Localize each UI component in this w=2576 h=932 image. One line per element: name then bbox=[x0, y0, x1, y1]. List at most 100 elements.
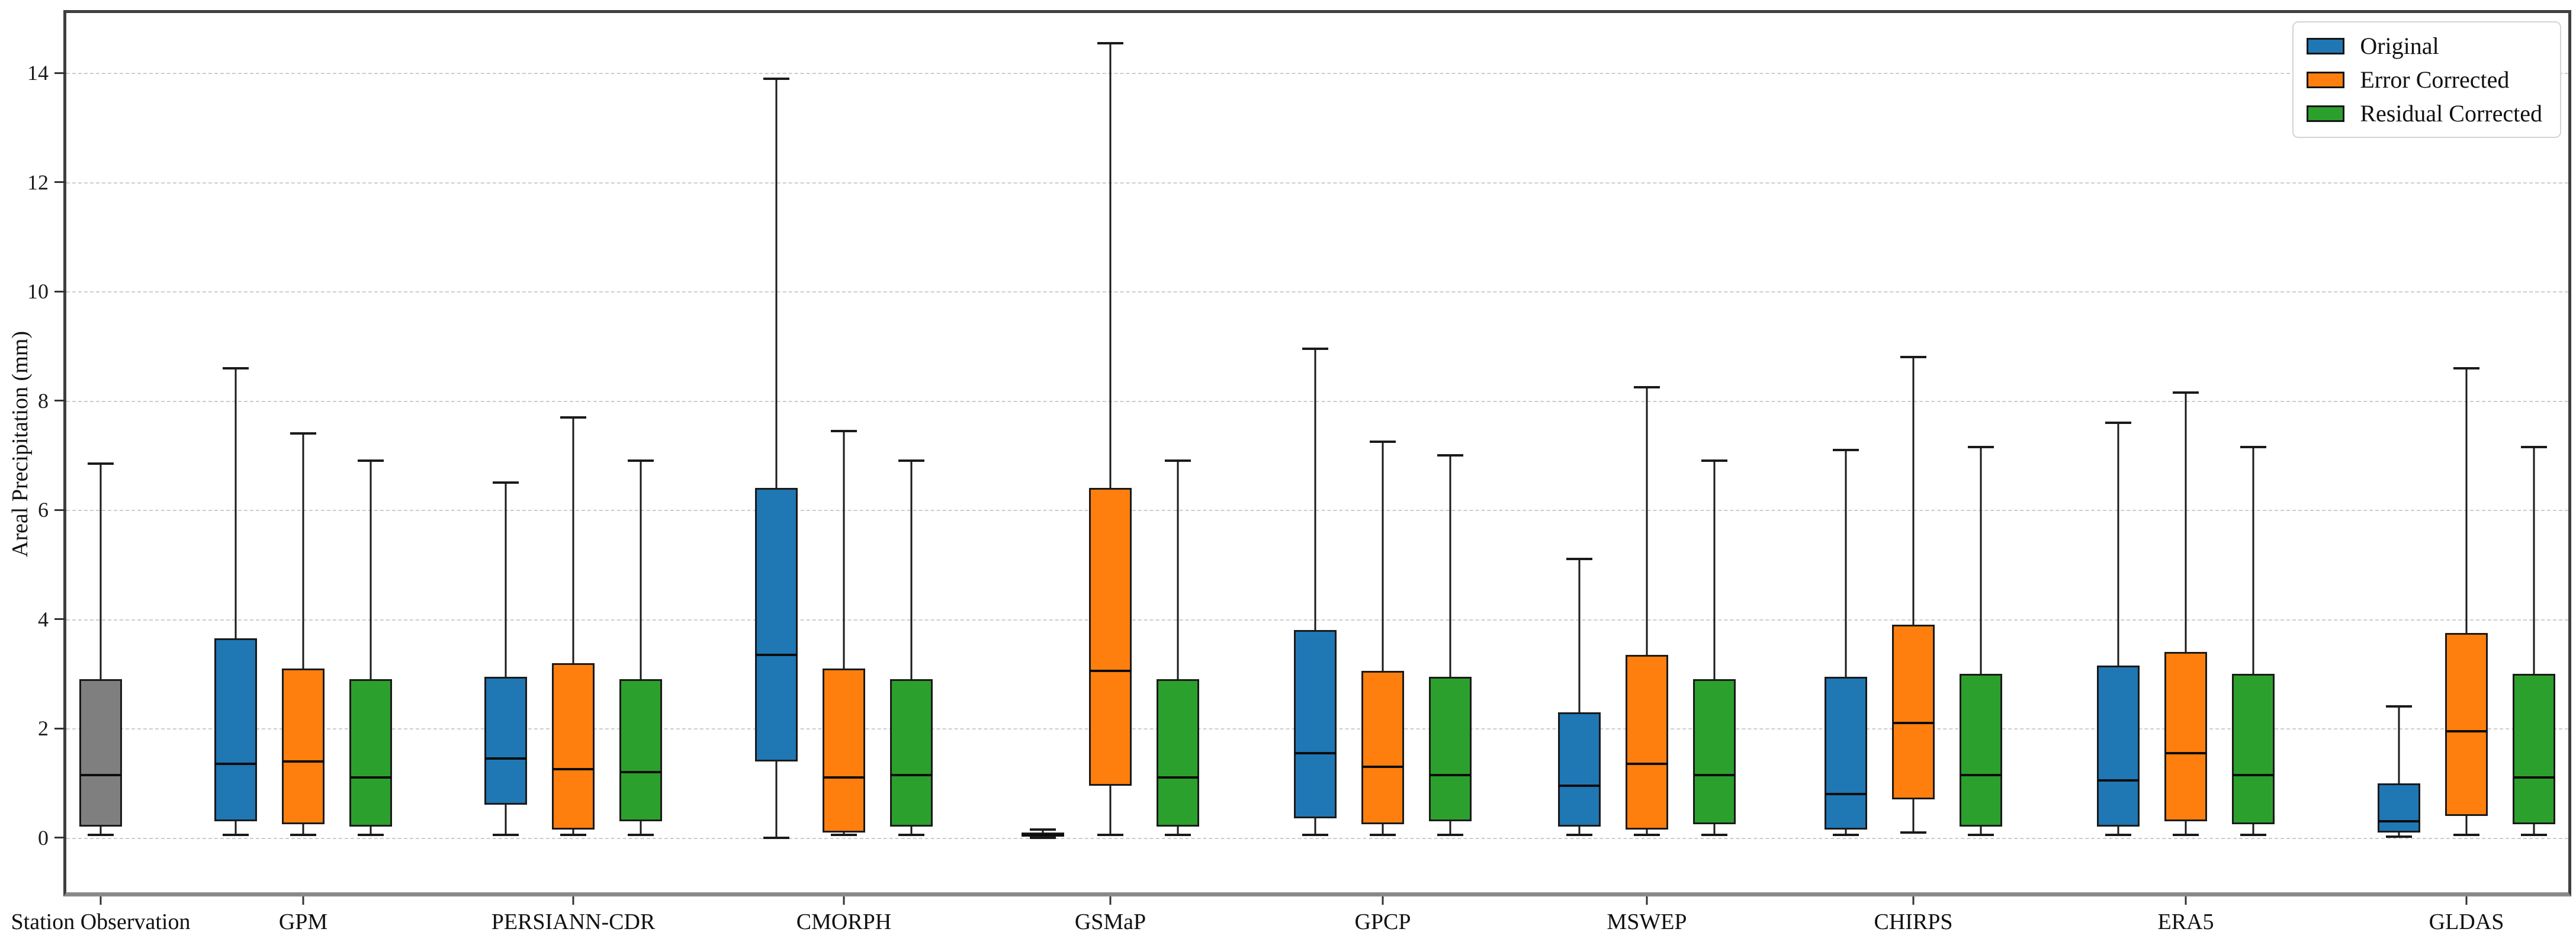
whisker-upper bbox=[99, 463, 102, 680]
box-body bbox=[2164, 652, 2207, 822]
box-body bbox=[2513, 674, 2555, 824]
whisker-cap-bottom bbox=[223, 834, 249, 837]
median-line bbox=[2446, 729, 2487, 732]
whisker-upper bbox=[1109, 43, 1112, 489]
median-line bbox=[2165, 751, 2206, 754]
gridline-y-4 bbox=[66, 619, 2568, 621]
x-label-station-observation: Station Observation bbox=[11, 909, 191, 932]
median-line bbox=[1295, 751, 1336, 754]
y-tick-mark bbox=[54, 509, 66, 511]
box-body bbox=[890, 679, 933, 827]
whisker-upper bbox=[1449, 455, 1451, 677]
median-line bbox=[1694, 773, 1735, 776]
whisker-lower bbox=[1646, 829, 1648, 835]
y-axis-label: Areal Precipitation (mm) bbox=[8, 331, 33, 557]
whisker-lower bbox=[2398, 832, 2400, 837]
whisker-lower bbox=[1713, 824, 1716, 835]
whisker-cap-bottom bbox=[2386, 835, 2412, 838]
box-chirps-original bbox=[1825, 13, 1867, 892]
x-tick-gpm bbox=[302, 896, 304, 905]
box-chirps-error-corrected bbox=[1892, 13, 1935, 892]
box-body bbox=[349, 679, 392, 827]
y-tick-mark bbox=[54, 72, 66, 74]
box-gpm-original bbox=[214, 13, 257, 892]
x-label-gpcp: GPCP bbox=[1354, 909, 1411, 932]
box-body bbox=[214, 638, 257, 822]
whisker-upper bbox=[235, 368, 237, 639]
whisker-cap-bottom bbox=[88, 834, 114, 837]
whisker-upper bbox=[1177, 461, 1179, 680]
x-tick-cmorph bbox=[843, 896, 845, 905]
whisker-upper bbox=[1713, 461, 1716, 680]
whisker-cap-bottom bbox=[763, 836, 789, 839]
whisker-cap-top bbox=[358, 459, 384, 462]
whisker-upper bbox=[572, 417, 574, 663]
whisker-upper bbox=[2465, 368, 2468, 633]
whisker-cap-top bbox=[1437, 454, 1463, 457]
box-era5-error-corrected bbox=[2164, 13, 2207, 892]
median-line bbox=[2513, 776, 2555, 779]
legend-entry-residual-corrected: Residual Corrected bbox=[2307, 99, 2542, 127]
box-body bbox=[1825, 676, 1867, 830]
box-persiann-cdr-error-corrected bbox=[552, 13, 595, 892]
whisker-lower bbox=[2465, 815, 2468, 835]
whisker-cap-top bbox=[1370, 441, 1396, 443]
x-tick-station-observation bbox=[99, 896, 102, 905]
box-body bbox=[2232, 674, 2275, 824]
whisker-cap-top bbox=[1701, 459, 1727, 462]
whisker-cap-bottom bbox=[628, 834, 654, 837]
legend-entry-original: Original bbox=[2307, 32, 2542, 60]
whisker-upper bbox=[640, 461, 642, 680]
x-label-mswep: MSWEP bbox=[1607, 909, 1687, 932]
box-body bbox=[552, 663, 595, 830]
box-gldas-original bbox=[2378, 13, 2420, 892]
x-tick-gpcp bbox=[1382, 896, 1384, 905]
whisker-upper bbox=[775, 78, 778, 489]
whisker-cap-bottom bbox=[358, 834, 384, 837]
whisker-lower bbox=[1980, 827, 1982, 835]
x-tick-chirps bbox=[1912, 896, 1915, 905]
box-body bbox=[1294, 630, 1337, 819]
box-mswep-original bbox=[1558, 13, 1601, 892]
whisker-cap-bottom bbox=[1566, 834, 1592, 837]
whisker-upper bbox=[910, 461, 913, 680]
whisker-cap-bottom bbox=[560, 834, 586, 837]
whisker-cap-bottom bbox=[1097, 834, 1123, 837]
whisker-upper bbox=[302, 433, 304, 669]
whisker-cap-bottom bbox=[2240, 834, 2266, 837]
whisker-cap-bottom bbox=[1900, 831, 1926, 834]
median-line bbox=[1157, 776, 1199, 779]
whisker-cap-bottom bbox=[831, 834, 857, 837]
box-gsmap-original bbox=[1022, 13, 1064, 892]
box-body bbox=[1089, 488, 1132, 786]
whisker-lower bbox=[370, 827, 372, 835]
whisker-upper bbox=[1646, 387, 1648, 655]
box-body bbox=[282, 668, 325, 824]
median-line bbox=[1559, 785, 1600, 788]
whisker-cap-top bbox=[898, 459, 924, 462]
box-era5-residual-corrected bbox=[2232, 13, 2275, 892]
box-body bbox=[2097, 666, 2140, 827]
median-line bbox=[282, 760, 324, 763]
whisker-upper bbox=[1382, 442, 1384, 671]
whisker-lower bbox=[2185, 821, 2187, 835]
y-tick-label: 6 bbox=[38, 498, 49, 522]
median-line bbox=[2098, 779, 2139, 782]
whisker-lower bbox=[1314, 818, 1316, 835]
whisker-lower bbox=[640, 821, 642, 835]
median-line bbox=[485, 757, 526, 760]
median-line bbox=[1362, 765, 1403, 768]
whisker-upper bbox=[1578, 559, 1581, 712]
gridline-y-0 bbox=[66, 837, 2568, 839]
box-body bbox=[484, 676, 527, 805]
whisker-cap-bottom bbox=[1701, 834, 1727, 837]
whisker-cap-bottom bbox=[2173, 834, 2199, 837]
box-body bbox=[1960, 674, 2002, 827]
y-tick-label: 10 bbox=[27, 279, 49, 304]
box-gpcp-residual-corrected bbox=[1429, 13, 1472, 892]
whisker-lower bbox=[775, 761, 778, 838]
box-body bbox=[619, 679, 662, 822]
whisker-cap-top bbox=[1566, 558, 1592, 561]
median-line bbox=[80, 773, 121, 776]
